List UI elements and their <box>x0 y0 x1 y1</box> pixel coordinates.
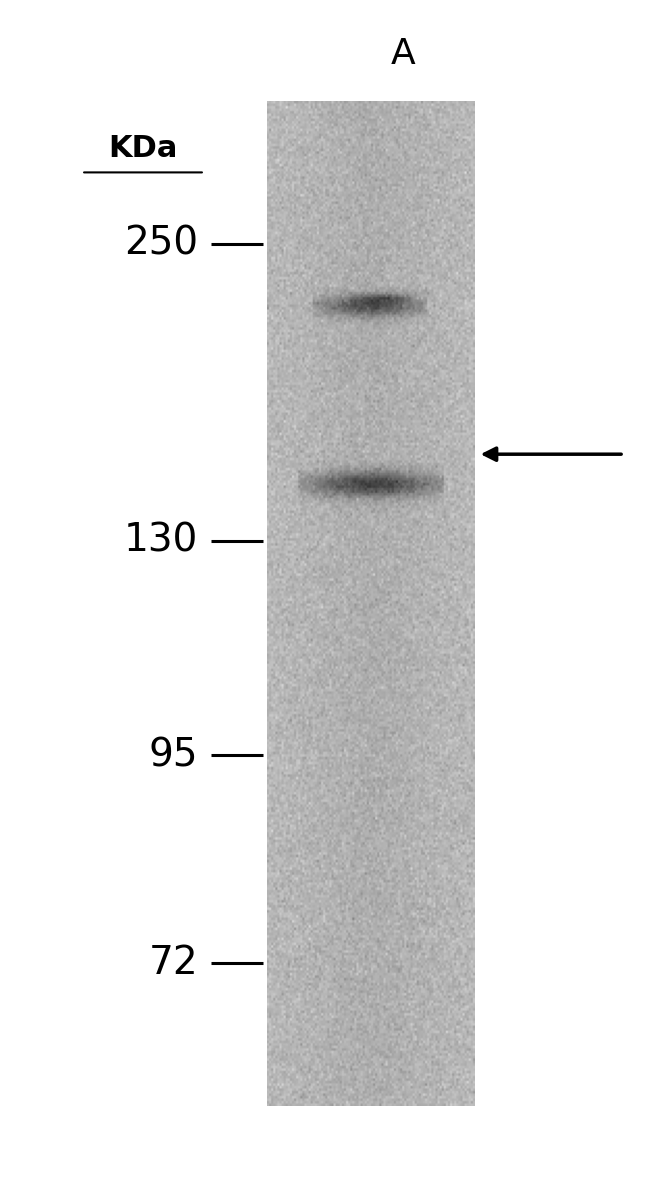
Text: 95: 95 <box>149 736 198 774</box>
Text: 250: 250 <box>124 225 198 263</box>
Text: KDa: KDa <box>109 134 177 163</box>
Text: 72: 72 <box>149 944 198 982</box>
Text: A: A <box>391 37 415 70</box>
Text: 130: 130 <box>124 522 198 560</box>
